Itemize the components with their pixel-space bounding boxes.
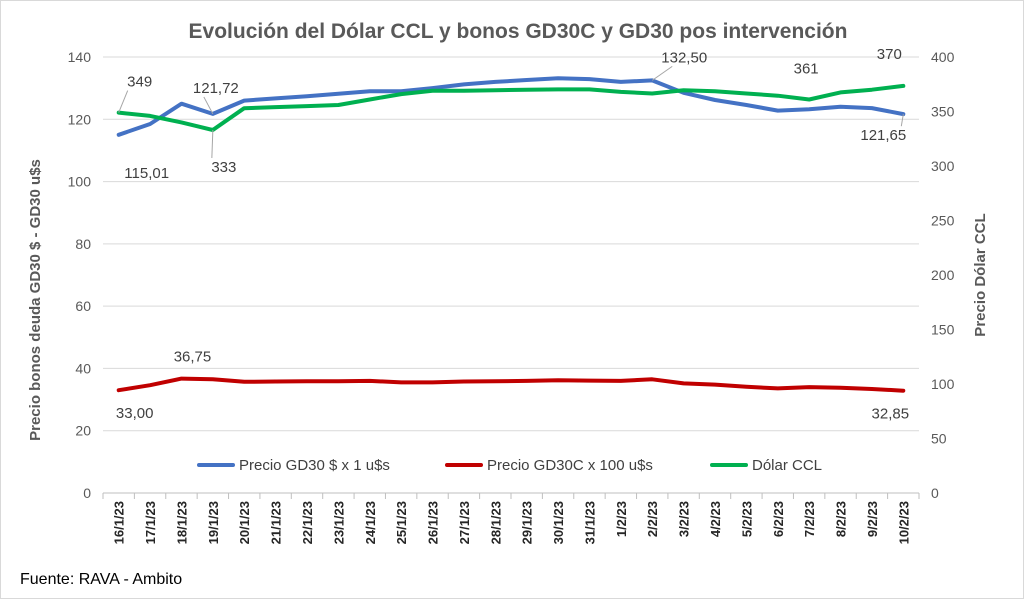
x-tick-label: 3/2/23 xyxy=(677,501,692,537)
data-label: 33,00 xyxy=(116,405,154,422)
data-label: 333 xyxy=(211,159,236,176)
data-label: 370 xyxy=(877,46,902,63)
x-tick-label: 6/2/23 xyxy=(771,501,786,537)
x-tick-label: 28/1/23 xyxy=(488,501,503,544)
data-label: 361 xyxy=(794,61,819,78)
series-line-2 xyxy=(116,83,906,132)
right-axis-ticks: 0 50 100 150 200 250 300 350 400 xyxy=(931,49,955,501)
x-tick-label: 1/2/23 xyxy=(614,501,629,537)
data-label-leader xyxy=(651,65,673,81)
right-tick-label: 300 xyxy=(931,158,955,174)
data-label-leader xyxy=(211,130,214,159)
x-tick-label: 22/1/23 xyxy=(300,501,315,544)
right-tick-label: 0 xyxy=(931,485,939,501)
left-tick-label: 80 xyxy=(75,236,91,252)
x-tick-label: 8/2/23 xyxy=(834,501,849,537)
right-axis-title: Precio Dólar CCL xyxy=(972,213,989,336)
data-labels: 115,01 121,72 132,50 121,65 33,00 36,75 32,85 3… xyxy=(116,46,909,423)
data-label: 349 xyxy=(127,74,152,91)
series-line-1 xyxy=(116,376,906,393)
left-tick-label: 0 xyxy=(83,485,91,501)
x-tick-label: 17/1/23 xyxy=(143,501,158,544)
x-tick-label: 9/2/23 xyxy=(865,501,880,537)
chart-title: Evolución del Dólar CCL y bonos GD30C y … xyxy=(189,20,848,43)
data-label: 36,75 xyxy=(174,349,212,366)
x-tick-label: 30/1/23 xyxy=(551,501,566,544)
x-tick-label: 24/1/23 xyxy=(363,501,378,544)
right-tick-label: 350 xyxy=(931,104,955,120)
data-label-leaders xyxy=(118,65,904,159)
data-label: 121,65 xyxy=(860,127,906,144)
x-tick-label: 27/1/23 xyxy=(457,501,472,544)
x-tick-label: 2/2/23 xyxy=(645,501,660,537)
legend-label-2: Dólar CCL xyxy=(752,457,822,474)
data-label: 32,85 xyxy=(872,406,910,423)
legend: Precio GD30 $ x 1 u$s Precio GD30C x 100 … xyxy=(197,457,822,474)
left-tick-label: 140 xyxy=(68,49,92,65)
left-axis-ticks: 0 20 40 60 80 100 120 140 xyxy=(68,49,92,501)
left-tick-label: 100 xyxy=(68,174,92,190)
x-tick-label: 4/2/23 xyxy=(708,501,723,537)
right-tick-label: 250 xyxy=(931,213,955,229)
data-label-leader xyxy=(203,96,214,115)
right-tick-label: 100 xyxy=(931,376,955,392)
right-tick-label: 150 xyxy=(931,322,955,338)
series-lines xyxy=(116,76,906,393)
x-tick-label: 10/2/23 xyxy=(896,501,911,544)
left-tick-label: 20 xyxy=(75,423,91,439)
x-tick-label: 18/1/23 xyxy=(174,501,189,544)
x-tick-label: 19/1/23 xyxy=(206,501,221,544)
legend-label-0: Precio GD30 $ x 1 u$s xyxy=(239,457,390,474)
left-tick-label: 40 xyxy=(75,360,91,376)
x-tick-label: 21/1/23 xyxy=(269,501,284,544)
right-tick-label: 400 xyxy=(931,49,955,65)
x-tick-label: 20/1/23 xyxy=(237,501,252,544)
x-tick-label: 26/1/23 xyxy=(426,501,441,544)
x-tick-label: 25/1/23 xyxy=(394,501,409,544)
x-axis: 16/1/23 17/1/23 18/1/23 19/1/23 20/1/23 21/1/… xyxy=(102,492,920,544)
right-tick-label: 200 xyxy=(931,267,955,283)
legend-label-1: Precio GD30C x 100 u$s xyxy=(487,457,653,474)
left-tick-label: 60 xyxy=(75,298,91,314)
data-label-leader xyxy=(900,114,904,127)
data-label: 132,50 xyxy=(661,49,707,66)
source-note: Fuente: RAVA - Ambito xyxy=(20,571,182,588)
x-tick-label: 29/1/23 xyxy=(520,501,535,544)
x-tick-label: 16/1/23 xyxy=(112,501,127,544)
left-tick-label: 120 xyxy=(68,111,92,127)
x-tick-label: 31/1/23 xyxy=(582,501,597,544)
x-tick-label: 23/1/23 xyxy=(331,501,346,544)
data-label-leader xyxy=(118,90,129,113)
data-label: 121,72 xyxy=(193,80,239,97)
right-tick-label: 50 xyxy=(931,431,947,447)
data-label: 115,01 xyxy=(124,165,169,182)
x-tick-label: 7/2/23 xyxy=(802,501,817,537)
left-axis-title: Precio bonos deuda GD30 $ - GD30 u$s xyxy=(27,159,44,441)
series-line-0 xyxy=(116,76,906,137)
x-tick-label: 5/2/23 xyxy=(739,501,754,537)
